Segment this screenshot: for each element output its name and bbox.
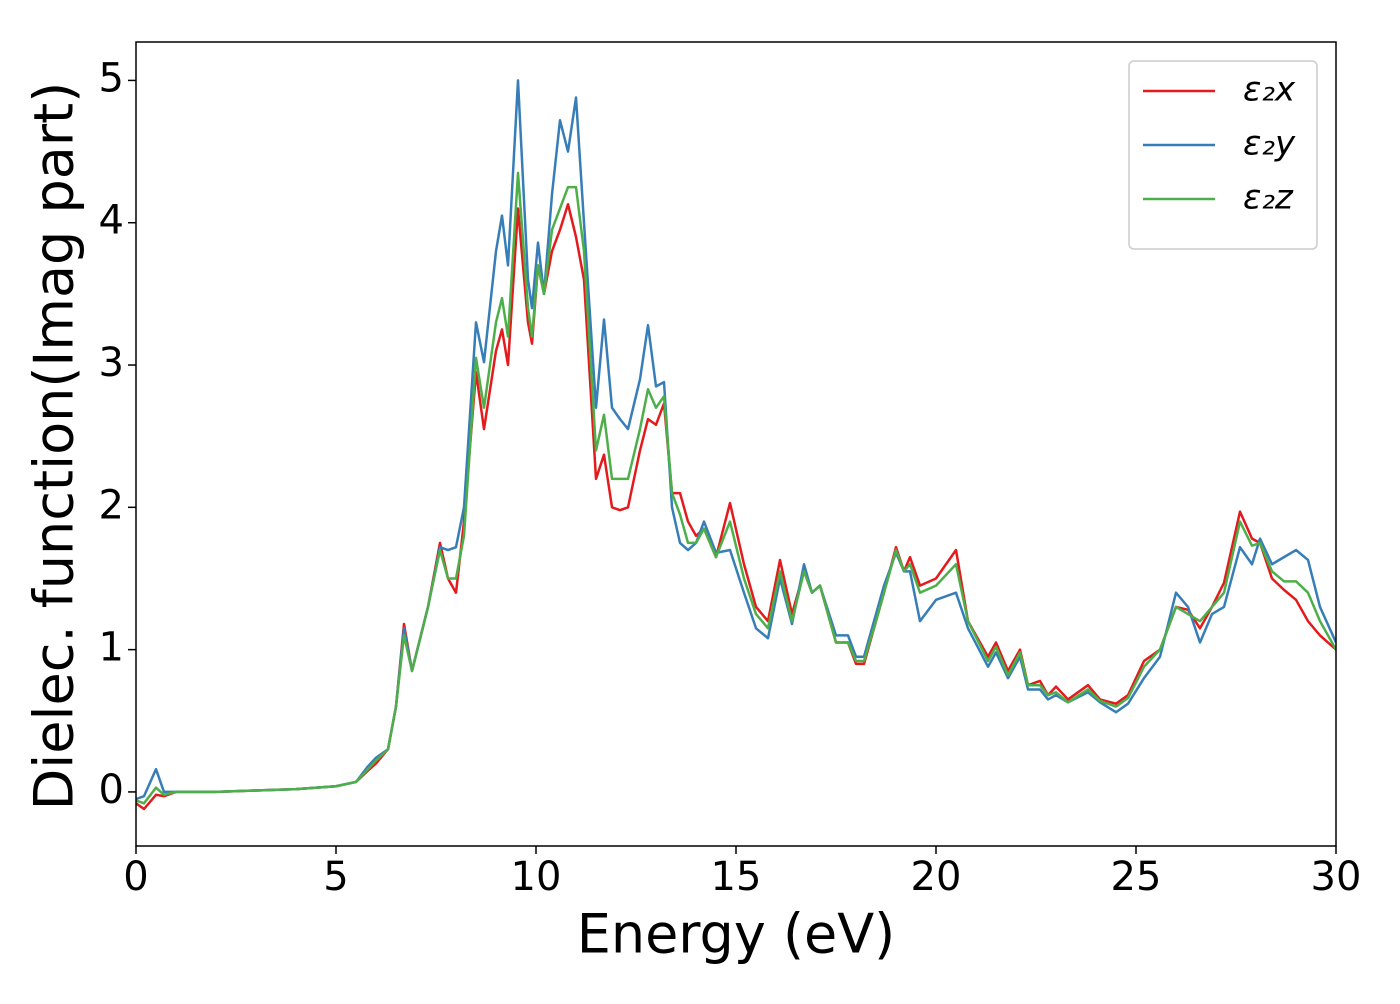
- series-line: [136, 202, 1336, 811]
- y-tick-label: 2: [99, 482, 124, 528]
- y-axis-label: Dielec. function(Imag part): [23, 82, 86, 811]
- legend-label: ε₂x: [1243, 70, 1296, 110]
- plot-frame: [135, 41, 1337, 847]
- y-tick-label: 5: [99, 55, 124, 101]
- x-tick-label: 0: [123, 854, 148, 900]
- series-line: [136, 171, 1336, 805]
- x-tick-label: 30: [1311, 854, 1362, 900]
- x-tick-label: 5: [323, 854, 348, 900]
- x-tick-label: 20: [911, 854, 962, 900]
- x-tick-label: 25: [1111, 854, 1162, 900]
- legend-box: [1128, 60, 1318, 250]
- y-tick-label: 1: [99, 625, 124, 671]
- y-tick-label: 3: [99, 340, 124, 386]
- legend-label: ε₂z: [1243, 178, 1294, 218]
- x-tick-label: 15: [711, 854, 762, 900]
- y-tick-label: 4: [99, 198, 124, 244]
- x-axis-label: Energy (eV): [577, 903, 896, 966]
- x-tick-label: 10: [511, 854, 562, 900]
- legend-label: ε₂y: [1243, 124, 1296, 164]
- y-tick-label: 0: [99, 767, 124, 813]
